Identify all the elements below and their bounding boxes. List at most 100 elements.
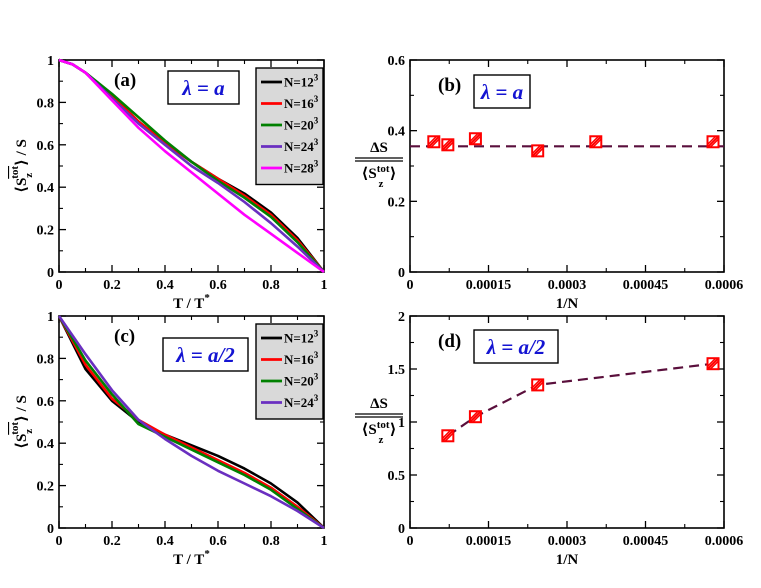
x-tick-label: 0.0006 [705, 534, 744, 549]
lambda-box [162, 337, 249, 372]
y-tick-label: 1 [398, 416, 405, 431]
data-point [706, 135, 720, 149]
x-tick-label: 0.00015 [466, 278, 512, 293]
data-point-hatch [706, 357, 717, 367]
panel-a: 0 0.2 0.4 0.6 0.8 1 0 0.2 0.4 0.6 0.8 1 T / T* ⟨Sztot… [9, 54, 328, 312]
data-point [531, 378, 545, 392]
lambda-label: λ = a [480, 80, 523, 104]
panel-label: (d) [438, 331, 461, 352]
x-tick-label: 0.2 [103, 278, 121, 293]
data-point-hatch [709, 360, 720, 370]
data-point-cross [706, 357, 720, 370]
series-line [57, 315, 325, 530]
y-tick-label: 0.8 [37, 96, 55, 111]
series-line [58, 58, 325, 274]
data-point-cross [706, 135, 720, 148]
y-tick-label: 0.8 [37, 352, 55, 367]
legend-label: N=123 [284, 329, 319, 346]
x-tick-label: 0.6 [209, 534, 227, 549]
lambda-label: λ = a/2 [175, 343, 235, 367]
x-tick-label: 0.00045 [623, 534, 669, 549]
legend-label: N=163 [284, 350, 319, 367]
y-axis-label: ⟨Sztot⟩ / S [9, 395, 35, 449]
series-line [57, 315, 325, 529]
panel-b: 0 0.00015 0.0003 0.00045 0.0006 0 0.2 0.4 0.6 1/N… [355, 54, 743, 312]
series-line [57, 315, 325, 530]
y-axis-label: ΔS ⟨Stot⟩z [355, 140, 403, 190]
data-point-hatch [531, 144, 541, 155]
y-tick-label: 0.2 [37, 480, 55, 495]
data-point [468, 410, 482, 424]
data-point-cross [589, 135, 602, 148]
x-axis-label: T / T* [173, 292, 210, 312]
data-point [589, 135, 603, 149]
y-tick-label: 0.5 [388, 469, 406, 484]
y-tick-label: 0.2 [388, 195, 406, 210]
data-point-hatch [444, 141, 454, 151]
y-label-numerator: ΔS [370, 396, 388, 412]
data-point-hatch [430, 138, 440, 148]
y-tick-label: 1.5 [388, 363, 406, 378]
data-point [427, 135, 441, 149]
x-tick-label: 0.4 [156, 278, 174, 293]
x-tick-label: 0.0003 [548, 278, 587, 293]
x-tick-label: 1 [321, 534, 328, 549]
data-point [531, 144, 545, 158]
data-point [441, 138, 455, 152]
lambda-box [473, 329, 559, 364]
panel-d: 0 0.00015 0.0003 0.00045 0.0006 0 0.5 1 1.5 2 1/N Δ… [355, 310, 743, 568]
data-point-hatch [706, 135, 717, 146]
data-point-hatch [469, 410, 479, 420]
series-line [57, 315, 325, 530]
legend-label: N=163 [284, 94, 319, 111]
data-point-cross [531, 144, 544, 158]
x-axis-label: 1/N [556, 552, 579, 568]
y-tick-label: 0 [47, 522, 54, 537]
data-point-hatch [427, 135, 438, 146]
data-point-cross [469, 132, 482, 145]
y-tick-label: 0.4 [388, 125, 406, 140]
lambda-box [167, 70, 240, 105]
data-point-hatch [472, 413, 482, 423]
x-tick-label: 0.0006 [705, 278, 744, 293]
legend: N=123 N=163 N=203 N=243 [255, 323, 324, 420]
legend: N=123 N=163 N=203 N=243 N=283 [255, 67, 324, 186]
data-point-hatch [592, 138, 602, 148]
data-point-cross [441, 429, 455, 442]
y-axis-label: ΔS ⟨Stot⟩z [355, 396, 403, 446]
data-point-hatch [444, 432, 454, 442]
y-label-subscript: z [379, 178, 384, 190]
y-label-denominator: ⟨Stot⟩ [362, 419, 397, 438]
data-point [468, 132, 482, 146]
x-tick-label: 0 [56, 278, 63, 293]
y-label-denominator: ⟨Stot⟩ [362, 163, 397, 182]
data-point-cross [531, 378, 544, 392]
y-label-subscript: z [379, 434, 384, 446]
legend-label: N=203 [284, 116, 319, 133]
x-tick-label: 0.00045 [623, 278, 669, 293]
data-point-cross [469, 410, 482, 423]
y-tick-label: 0.6 [37, 139, 55, 154]
lambda-label: λ = a/2 [486, 335, 546, 359]
panel-c: 0 0.2 0.4 0.6 0.8 1 0 0.2 0.4 0.6 0.8 1 T / T* ⟨Sztot… [9, 310, 328, 568]
data-point-hatch [469, 132, 479, 143]
panel-label: (b) [438, 75, 461, 96]
x-axis-label: 1/N [556, 296, 579, 312]
data-point-hatch [534, 381, 544, 391]
data-point-hatch [531, 378, 541, 389]
data-point-cross [441, 138, 455, 152]
y-tick-label: 0.6 [388, 54, 406, 69]
y-tick-label: 0 [398, 266, 405, 281]
legend-label: N=243 [284, 137, 319, 154]
y-tick-label: 2 [398, 310, 405, 325]
data-point-hatch [441, 138, 452, 149]
y-tick-label: 0.4 [37, 181, 55, 196]
x-tick-label: 0.8 [262, 534, 280, 549]
x-tick-label: 0.2 [103, 534, 121, 549]
legend-label: N=203 [284, 372, 319, 389]
x-tick-label: 0.6 [209, 278, 227, 293]
y-tick-label: 1 [47, 54, 54, 69]
data-point-cross [427, 135, 441, 148]
x-tick-label: 0.0003 [548, 534, 587, 549]
